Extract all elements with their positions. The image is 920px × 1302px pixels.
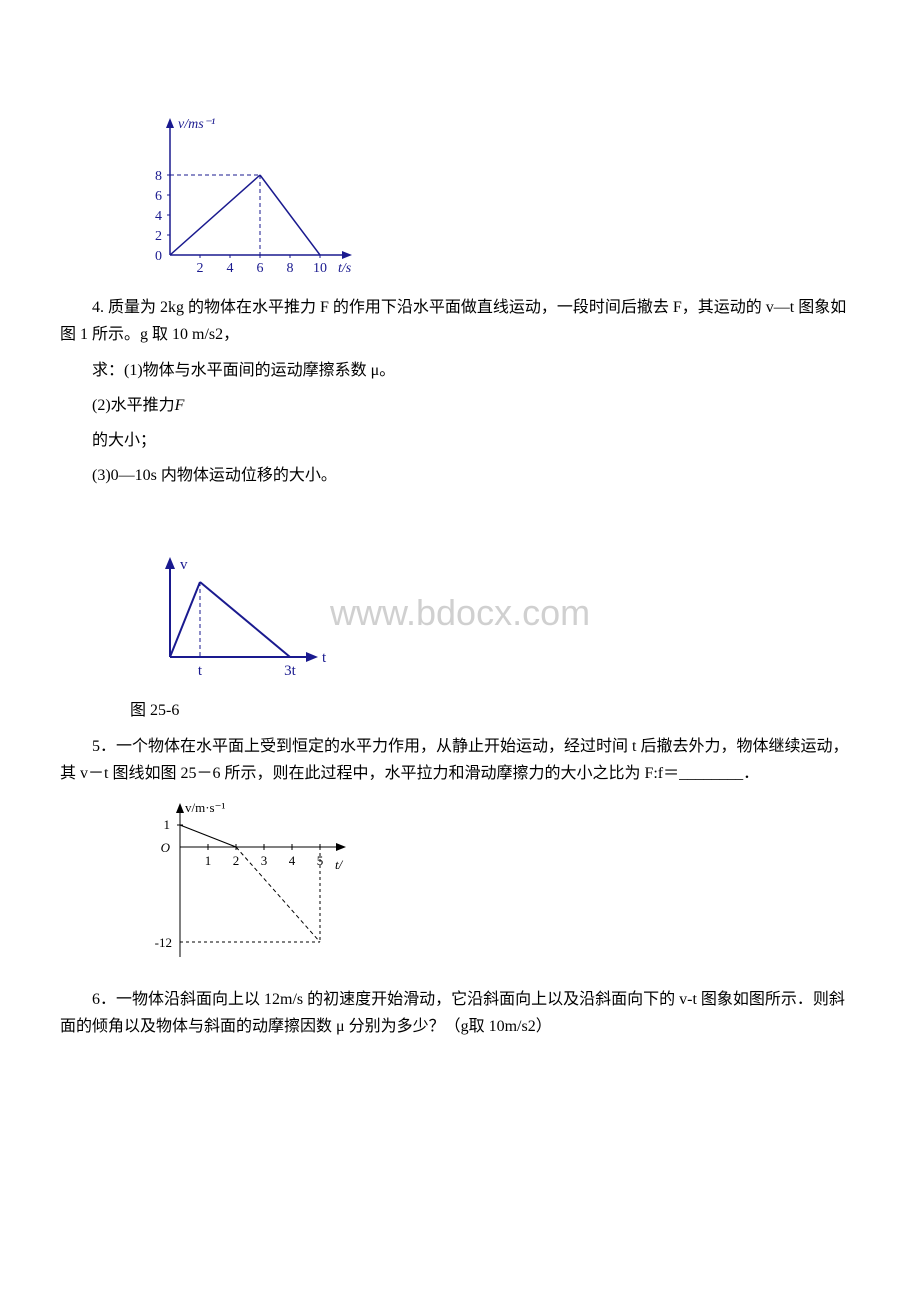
ytick-6: 6 <box>155 189 162 204</box>
q4-part4: (3)0—10s 内物体运动位移的大小。 <box>60 462 860 489</box>
xtick3-1: 1 <box>205 853 212 868</box>
xtick-3t: 3t <box>284 663 297 679</box>
q4-part2-a: (2)水平推力 <box>92 397 175 414</box>
xtick-10: 10 <box>313 261 327 275</box>
q4-text: 4. 质量为 2kg 的物体在水平推力 F 的作用下沿水平面做直线运动，一段时间… <box>60 294 860 348</box>
xlabel: t/s <box>338 261 352 275</box>
spacer <box>60 497 860 537</box>
chart-1-container: 0 2 4 6 8 2 4 6 8 10 v/ms⁻¹ t/s <box>130 110 860 284</box>
ytick-0: 0 <box>155 249 162 264</box>
ytick-2: 2 <box>155 229 162 244</box>
ytick3-neg12: -12 <box>155 935 172 950</box>
ylabel3: v/m·s⁻¹ <box>185 800 225 815</box>
q4-part1: 求：(1)物体与水平面间的运动摩擦系数 μ。 <box>60 357 860 384</box>
chart-2-container: v t 3t t www.bdocx.com <box>130 547 860 687</box>
ytick-8: 8 <box>155 169 162 184</box>
ytick-4: 4 <box>155 209 162 224</box>
q4-part2: (2)水平推力F <box>60 392 860 419</box>
svg-text:O: O <box>161 840 171 855</box>
xlabel3: t/ <box>335 857 344 872</box>
vt-chart-2: v t 3t t <box>130 547 330 687</box>
xtick-t: t <box>198 663 203 679</box>
vt-chart-1: 0 2 4 6 8 2 4 6 8 10 v/ms⁻¹ t/s <box>130 110 360 275</box>
chart2-caption: 图 25-6 <box>130 697 860 724</box>
vt-chart-3: 1 O -12 1 2 3 4 5 v/m·s⁻¹ t/ <box>130 797 360 967</box>
xtick-6: 6 <box>257 261 264 275</box>
xtick-4: 4 <box>227 261 234 275</box>
q5-text: 5．一个物体在水平面上受到恒定的水平力作用，从静止开始运动，经过时间 t 后撤去… <box>60 733 860 787</box>
xtick3-2: 2 <box>233 853 240 868</box>
chart-3-container: 1 O -12 1 2 3 4 5 v/m·s⁻¹ t/ <box>130 797 860 976</box>
xtick-8: 8 <box>287 261 294 275</box>
ylabel: v/ms⁻¹ <box>178 117 215 132</box>
watermark: www.bdocx.com <box>330 582 590 643</box>
xtick3-4: 4 <box>289 853 296 868</box>
xtick3-3: 3 <box>261 853 268 868</box>
ytick3-1: 1 <box>164 817 171 832</box>
q6-text: 6．一物体沿斜面向上以 12m/s 的初速度开始滑动，它沿斜面向上以及沿斜面向下… <box>60 986 860 1040</box>
ylabel2: v <box>180 557 188 573</box>
xtick-2: 2 <box>197 261 204 275</box>
q4-part3: 的大小； <box>60 427 860 454</box>
xlabel2: t <box>322 650 327 666</box>
q4-part2-f: F <box>175 397 185 414</box>
